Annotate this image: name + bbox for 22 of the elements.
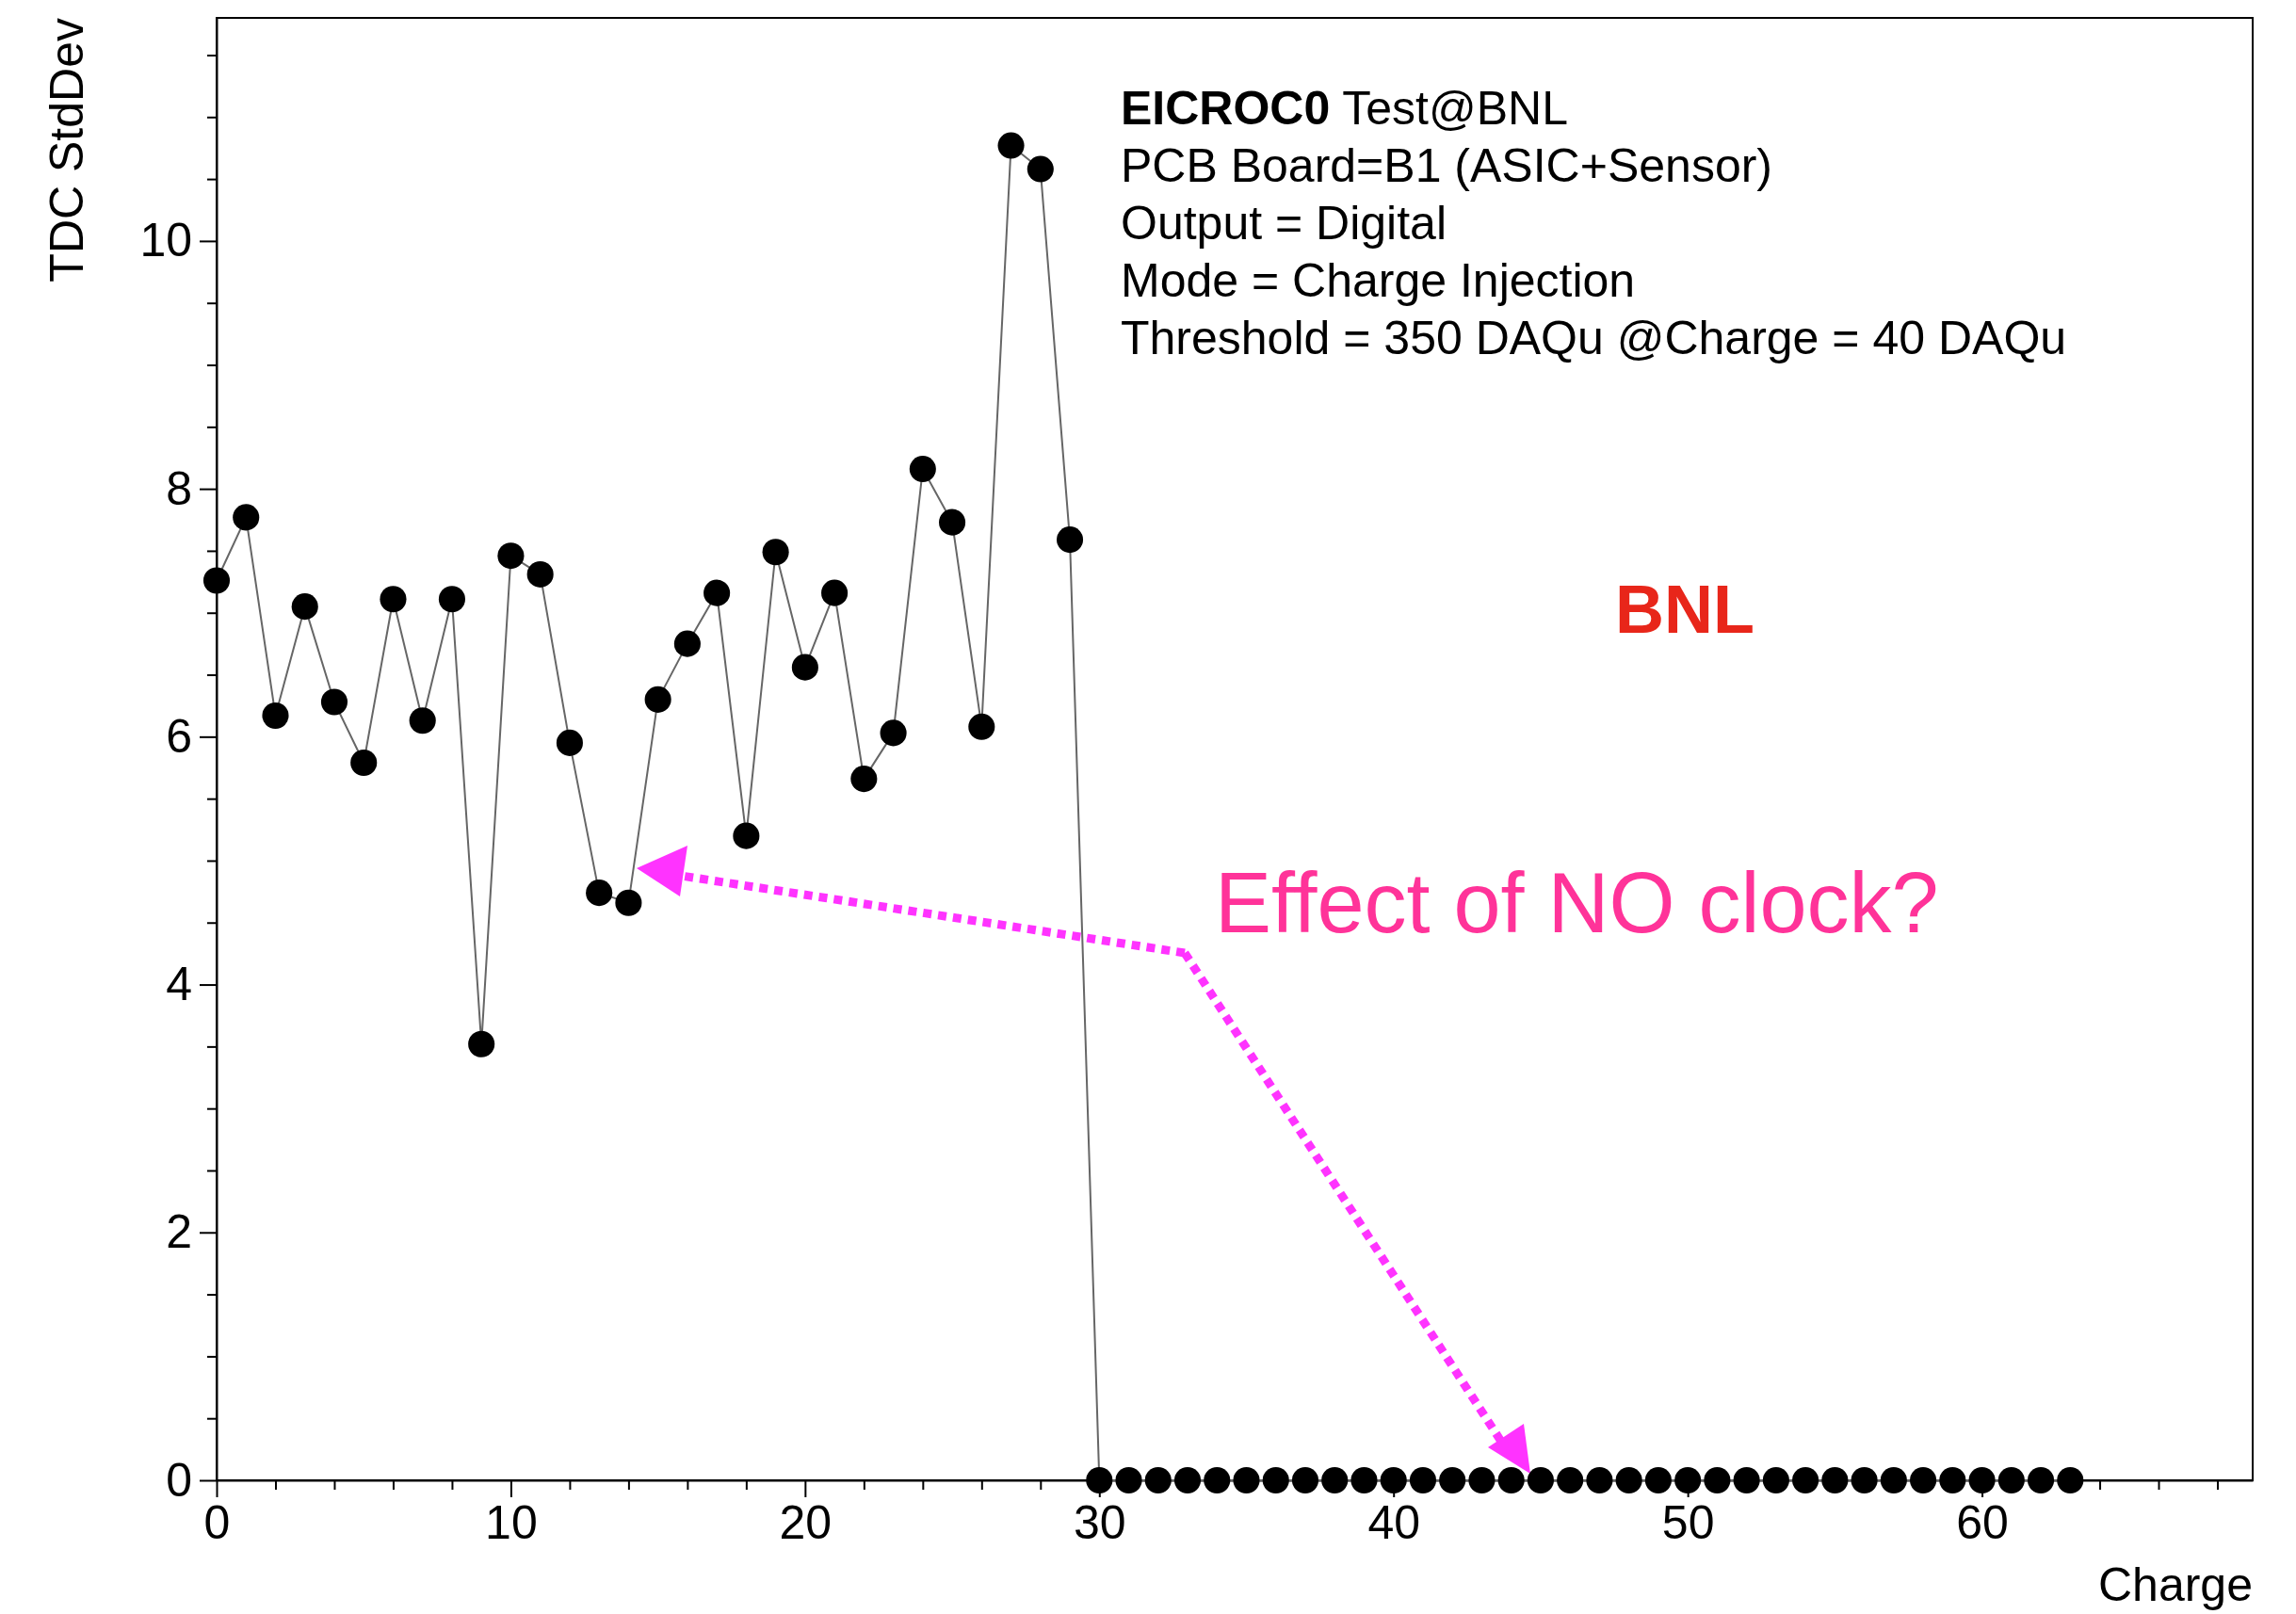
x-tick-label: 40	[1367, 1495, 1421, 1549]
annotation: Mode = Charge Injection	[1121, 254, 1636, 307]
annotation: PCB Board=B1 (ASIC+Sensor)	[1121, 139, 1772, 192]
x-tick-label: 60	[1956, 1495, 2009, 1549]
annotation: Effect of NO clock?	[1215, 856, 1939, 950]
x-tick-label: 10	[485, 1495, 538, 1549]
y-tick-label: 0	[166, 1453, 192, 1507]
y-tick-label: 2	[166, 1205, 192, 1259]
y-tick-label: 4	[166, 958, 192, 1011]
annotation: EICROC0 Test@BNL	[1121, 82, 1568, 135]
y-tick-label: 8	[166, 461, 192, 515]
x-axis-title: Charge	[2098, 1558, 2253, 1611]
y-tick-label: 10	[139, 214, 192, 267]
x-tick-label: 50	[1661, 1495, 1715, 1549]
x-tick-label: 20	[779, 1495, 833, 1549]
annotation: Output = Digital	[1121, 197, 1447, 250]
x-tick-label: 0	[203, 1495, 231, 1549]
y-axis-title: TDC StdDev	[40, 18, 93, 282]
y-tick-label: 6	[166, 709, 192, 763]
x-tick-label: 30	[1073, 1495, 1126, 1549]
annotation: Threshold = 350 DAQu @Charge = 40 DAQu	[1121, 312, 2067, 364]
annotation: BNL	[1615, 572, 1754, 647]
